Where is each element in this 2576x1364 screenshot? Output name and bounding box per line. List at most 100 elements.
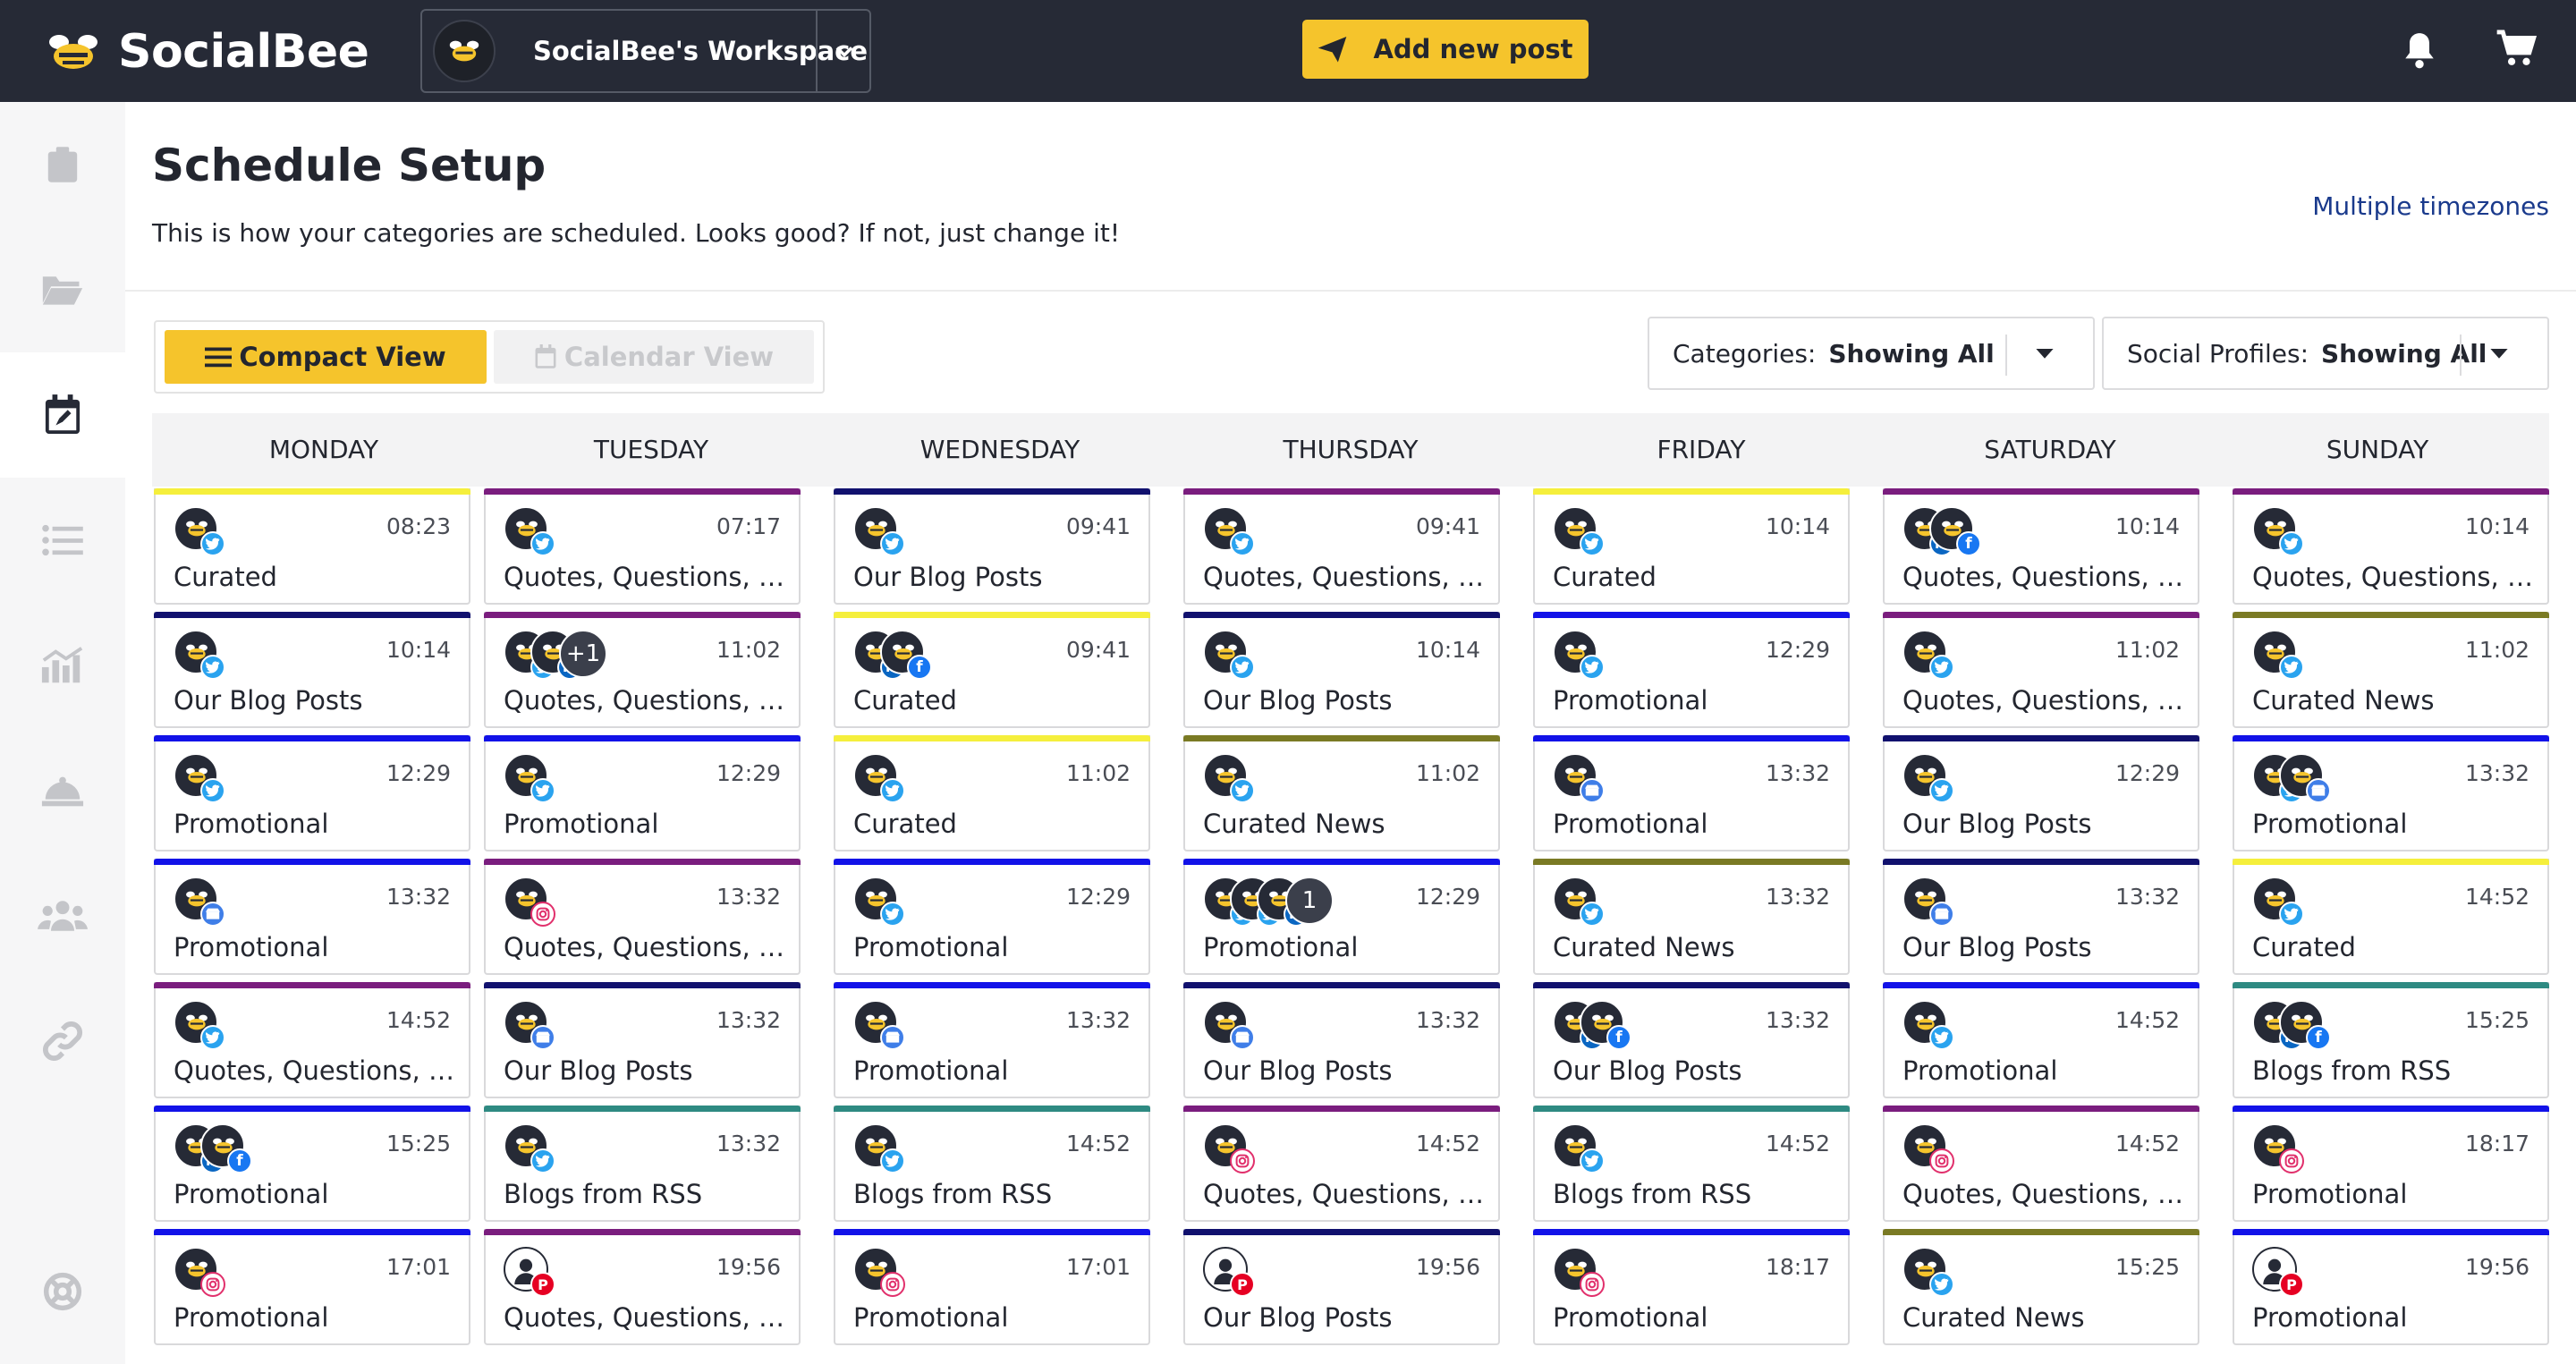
bee-avatar-icon <box>2292 1014 2313 1030</box>
sidebar-item-concierge[interactable] <box>0 728 125 853</box>
schedule-slot[interactable]: 13:32 Quotes, Questions, and Tips <box>484 859 801 975</box>
calendar-view-button[interactable]: Calendar View <box>494 330 814 384</box>
schedule-slot[interactable]: 13:32 Promotional <box>834 982 1150 1098</box>
twitter-icon <box>200 1025 225 1050</box>
categories-filter[interactable]: Categories: Showing All <box>1648 317 2095 390</box>
schedule-slot[interactable]: 09:41 Quotes, Questions, and Tips <box>1183 488 1500 605</box>
slot-category: Promotional <box>1902 1055 2058 1086</box>
schedule-slot[interactable]: 10:14 Curated <box>1533 488 1850 605</box>
sidebar-item-schedule[interactable] <box>0 352 125 478</box>
schedule-slot[interactable]: 13:32 Promotional <box>2233 735 2549 851</box>
schedule-slot[interactable]: 13:32 Blogs from RSS <box>484 1106 801 1222</box>
schedule-slot[interactable]: 13:32 Our Blog Posts <box>1183 982 1500 1098</box>
category-color-bar <box>1183 859 1500 865</box>
category-color-bar <box>484 1229 801 1235</box>
category-color-bar <box>1183 982 1500 988</box>
schedule-slot[interactable]: 13:32 Promotional <box>154 859 470 975</box>
bee-avatar-icon <box>2292 767 2313 784</box>
schedule-slot[interactable]: 10:14 Our Blog Posts <box>154 612 470 728</box>
schedule-slot[interactable]: 08:23 Curated <box>154 488 470 605</box>
schedule-slot[interactable]: 09:41 Our Blog Posts <box>834 488 1150 605</box>
sidebar-item-posts-list[interactable] <box>0 478 125 603</box>
weekday-header <box>152 413 2549 487</box>
slot-category: Our Blog Posts <box>1203 685 1393 716</box>
schedule-slot[interactable]: 12:29 Promotional <box>1533 612 1850 728</box>
bee-avatar-icon <box>1565 521 1587 537</box>
schedule-slot[interactable]: 14:52 Promotional <box>1883 982 2199 1098</box>
shopping-cart-icon[interactable] <box>2496 29 2537 68</box>
slot-time: 12:29 <box>1415 884 1480 910</box>
socialbee-logo[interactable]: SocialBee <box>41 23 369 80</box>
schedule-slot[interactable]: 18:17 Promotional <box>1533 1229 1850 1345</box>
schedule-slot[interactable]: 18:17 Promotional <box>2233 1106 2549 1222</box>
profile-avatar: f <box>200 1123 252 1173</box>
schedule-slot[interactable]: 11:02 Curated News <box>2233 612 2549 728</box>
notifications-bell-icon[interactable] <box>2402 30 2436 70</box>
slot-time: 17:01 <box>1065 1254 1131 1280</box>
schedule-slot[interactable]: 14:52 Curated <box>2233 859 2549 975</box>
profile-avatar <box>1203 1000 1255 1050</box>
sidebar-item-content[interactable] <box>0 102 125 227</box>
schedule-slot[interactable]: 10:14 Our Blog Posts <box>1183 612 1500 728</box>
schedule-slot[interactable]: 12:29 Our Blog Posts <box>1883 735 2199 851</box>
sidebar-item-team[interactable] <box>0 853 125 979</box>
bee-avatar-icon <box>1565 891 1587 907</box>
schedule-slot[interactable]: 11:02 Curated News <box>1183 735 1500 851</box>
schedule-slot[interactable]: 13:32 Our Blog Posts <box>1883 859 2199 975</box>
schedule-slot[interactable]: P 19:56 Promotional <box>2233 1229 2549 1345</box>
bee-avatar-icon <box>186 891 208 907</box>
profile-avatar <box>853 506 905 556</box>
slot-time: 13:32 <box>2114 884 2180 910</box>
workspace-selector[interactable]: SocialBee's Workspace <box>420 9 871 93</box>
day-label-wednesday: WEDNESDAY <box>919 435 1080 464</box>
compact-view-button[interactable]: Compact View <box>165 330 487 384</box>
schedule-slot[interactable]: 13:32 Curated News <box>1533 859 1850 975</box>
sidebar-item-help[interactable] <box>0 1229 125 1354</box>
schedule-slot[interactable]: 13:32 Our Blog Posts <box>484 982 801 1098</box>
facebook-icon: f <box>1956 531 1981 556</box>
instagram-icon <box>1580 1272 1605 1297</box>
schedule-slot[interactable]: 17:01 Promotional <box>834 1229 1150 1345</box>
profile-avatar <box>2252 877 2304 927</box>
slot-category: Quotes, Questions, and Tips <box>1203 1179 1489 1209</box>
schedule-slot[interactable]: 14:52 Blogs from RSS <box>1533 1106 1850 1222</box>
slot-time: 11:02 <box>1065 760 1131 786</box>
category-color-bar <box>1883 735 2199 741</box>
slot-category: Quotes, Questions, and Tips <box>504 685 790 716</box>
sidebar-item-categories[interactable] <box>0 227 125 352</box>
sidebar-item-analytics[interactable] <box>0 603 125 728</box>
schedule-slot[interactable]: P 19:56 Quotes, Questions, and Tips <box>484 1229 801 1345</box>
schedule-slot[interactable]: 14:52 Quotes, Questions, and Tips <box>1883 1106 2199 1222</box>
schedule-slot[interactable]: 13:32 Promotional <box>1533 735 1850 851</box>
schedule-slot[interactable]: 14:52 Quotes, Questions, and Tips <box>1183 1106 1500 1222</box>
sidebar-item-links[interactable] <box>0 979 125 1104</box>
schedule-slot[interactable]: 10:14 Quotes, Questions, and Tips <box>2233 488 2549 605</box>
profile-avatar <box>1553 630 1605 680</box>
chevron-down-icon[interactable] <box>832 39 857 64</box>
page-title: Schedule Setup <box>152 140 547 191</box>
schedule-slot[interactable]: 12:29 Promotional <box>484 735 801 851</box>
bee-avatar-icon <box>1592 1014 1614 1030</box>
add-new-post-button[interactable]: Add new post <box>1302 20 1589 79</box>
profile-avatar <box>1203 630 1255 680</box>
schedule-slot[interactable]: 17:01 Promotional <box>154 1229 470 1345</box>
gmb-icon <box>1580 778 1605 803</box>
social-profiles-filter[interactable]: Social Profiles: Showing All <box>2102 317 2549 390</box>
schedule-slot[interactable]: 12:29 Promotional <box>834 859 1150 975</box>
schedule-slot[interactable]: P 19:56 Our Blog Posts <box>1183 1229 1500 1345</box>
multiple-timezones-link[interactable]: Multiple timezones <box>2312 191 2549 221</box>
schedule-slot[interactable]: 14:52 Quotes, Questions, and Tips <box>154 982 470 1098</box>
schedule-slot[interactable]: 12:29 Promotional <box>154 735 470 851</box>
schedule-slot[interactable]: 14:52 Blogs from RSS <box>834 1106 1150 1222</box>
schedule-slot[interactable]: 11:02 Quotes, Questions, and Tips <box>1883 612 2199 728</box>
schedule-slot[interactable]: 07:17 Quotes, Questions, and Tips <box>484 488 801 605</box>
schedule-slot[interactable]: 11:02 Curated <box>834 735 1150 851</box>
schedule-slot[interactable]: 15:25 Curated News <box>1883 1229 2199 1345</box>
